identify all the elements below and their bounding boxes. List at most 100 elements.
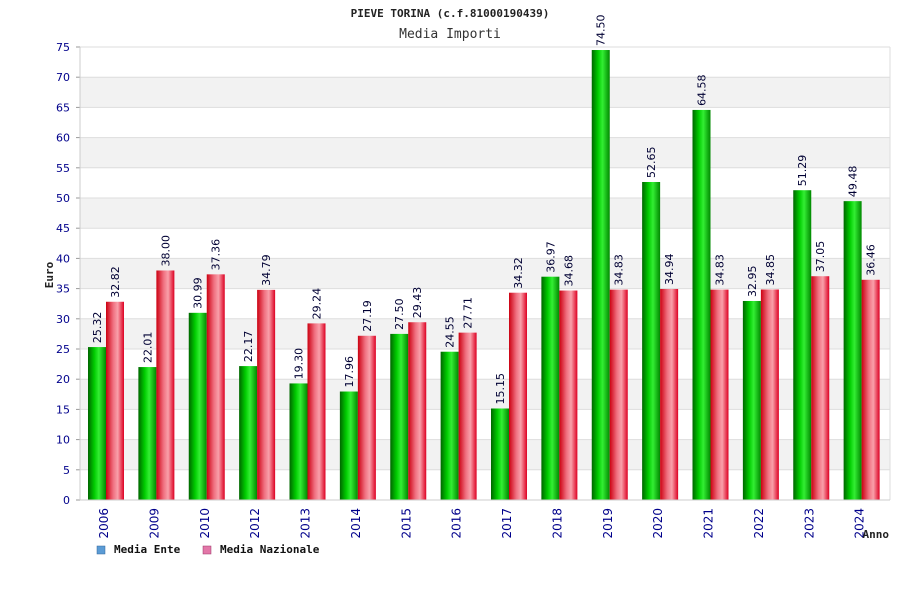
value-label-media-nazionale-2016: 27.71 [462,297,475,329]
x-tick-label-2017: 2017 [500,508,514,539]
y-tick-label: 30 [56,313,70,326]
value-label-media-nazionale-2009: 38.00 [159,235,172,267]
bar-media-nazionale-2024 [861,279,880,500]
bar-media-nazionale-2022 [760,289,779,500]
value-label-media-nazionale-2014: 27.19 [361,300,374,332]
y-tick-label: 45 [56,222,70,235]
y-tick-label: 25 [56,343,70,356]
grid-band [80,77,890,108]
value-label-media-nazionale-2023: 37.05 [814,241,827,273]
bar-media-ente-2015 [390,333,409,500]
x-tick-label-2020: 2020 [651,508,665,539]
value-label-media-nazionale-2015: 29.43 [411,287,424,319]
bar-media-ente-2006 [88,347,106,500]
y-tick-label: 20 [56,373,70,386]
value-label-media-ente-2020: 52.65 [645,146,658,178]
legend-label-media-ente: Media Ente [114,543,181,556]
value-label-media-ente-2023: 51.29 [796,155,809,187]
bar-media-nazionale-2009 [156,270,175,500]
value-label-media-ente-2019: 74.50 [595,15,608,47]
y-tick-label: 15 [56,403,70,416]
chart-title: PIEVE TORINA (c.f.81000190439) [351,7,550,20]
y-tick-label: 65 [56,101,70,114]
bar-media-nazionale-2020 [660,288,679,500]
x-tick-label-2014: 2014 [349,508,363,539]
bar-media-ente-2017 [491,408,509,500]
bar-media-nazionale-2015 [408,322,427,500]
x-tick-label-2016: 2016 [450,508,464,539]
y-tick-label: 0 [63,494,70,507]
value-label-media-nazionale-2013: 29.24 [311,288,324,320]
value-label-media-ente-2022: 32.95 [746,265,759,297]
value-label-media-nazionale-2020: 34.94 [663,253,676,285]
y-tick-label: 50 [56,192,70,205]
bar-media-nazionale-2010 [206,274,225,500]
bar-media-nazionale-2006 [106,301,124,500]
legend-swatch-media-ente [96,545,106,555]
bar-media-nazionale-2021 [710,289,729,500]
value-label-media-ente-2018: 36.97 [544,241,557,273]
bar-media-ente-2009 [138,367,157,500]
value-label-media-ente-2010: 30.99 [192,277,205,309]
x-tick-label-2024: 2024 [853,508,867,539]
value-label-media-nazionale-2012: 34.79 [260,254,273,286]
x-tick-label-2013: 2013 [299,508,313,539]
value-label-media-ente-2016: 24.55 [444,316,457,348]
value-label-media-ente-2006: 25.32 [91,312,104,344]
bar-media-ente-2019 [591,50,610,501]
bar-media-ente-2021 [692,109,711,500]
bar-media-nazionale-2018 [559,290,578,500]
y-axis-ticks: 0 5 10 15 20 25 30 35 40 45 50 55 60 65 70 75 [56,41,80,507]
bar-media-ente-2012 [239,366,258,500]
x-tick-label-2012: 2012 [248,508,262,539]
y-tick-label: 10 [56,434,70,447]
value-label-media-nazionale-2019: 34.83 [613,254,626,286]
value-label-media-ente-2009: 22.01 [141,332,154,364]
x-tick-label-2015: 2015 [399,508,413,539]
bar-media-ente-2020 [642,181,661,500]
bars [88,50,880,501]
y-tick-label: 75 [56,41,70,54]
bar-media-ente-2016 [440,351,459,500]
x-tick-label-2009: 2009 [147,508,161,539]
bar-media-ente-2022 [742,300,761,500]
value-label-media-ente-2013: 19.30 [293,348,306,380]
bar-media-ente-2018 [541,276,560,500]
y-tick-label: 35 [56,283,70,296]
bar-media-nazionale-2012 [257,289,276,500]
value-label-media-ente-2012: 22.17 [242,331,255,363]
legend: Media Ente Media Nazionale [96,543,320,556]
bar-media-ente-2013 [289,383,308,500]
bar-media-ente-2010 [188,312,207,500]
x-tick-label-2010: 2010 [198,508,212,539]
bar-media-ente-2014 [339,391,358,500]
grid-band [80,198,890,229]
x-tick-label-2021: 2021 [702,508,716,539]
value-label-media-ente-2024: 49.48 [847,166,860,198]
value-label-media-ente-2015: 27.50 [393,298,406,330]
value-labels: 25.32 32.82 22.01 38.00 30.99 37.36 22.17 34.79… [91,15,878,405]
value-label-media-ente-2017: 15.15 [494,373,507,405]
value-label-media-nazionale-2022: 34.85 [764,254,777,286]
value-label-media-nazionale-2006: 32.82 [109,266,122,298]
x-tick-label-2018: 2018 [550,508,564,539]
grid-band [80,137,890,168]
x-tick-label-2022: 2022 [752,508,766,539]
y-tick-label: 70 [56,71,70,84]
bar-media-ente-2023 [793,190,812,500]
y-tick-label: 5 [63,464,70,477]
bar-media-nazionale-2016 [458,332,477,500]
bar-media-nazionale-2014 [357,335,376,500]
x-tick-label-2019: 2019 [601,508,615,539]
y-tick-label: 40 [56,252,70,265]
y-tick-label: 55 [56,162,70,175]
bar-media-nazionale-2019 [609,289,628,500]
bar-media-nazionale-2013 [307,323,326,500]
y-axis-title: Euro [43,261,56,288]
chart-subtitle: Media Importi [399,27,501,42]
value-label-media-nazionale-2024: 36.46 [865,244,878,276]
legend-label-media-nazionale: Media Nazionale [220,543,320,556]
value-label-media-nazionale-2021: 34.83 [714,254,727,286]
x-tick-label-2006: 2006 [97,508,111,539]
value-label-media-ente-2021: 64.58 [696,74,709,106]
